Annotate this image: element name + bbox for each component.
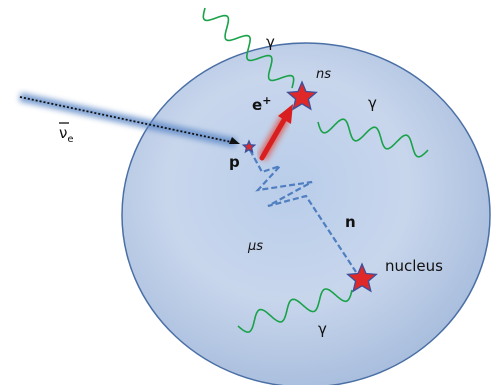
positron-charge: +: [262, 94, 271, 107]
gamma-bottom-label: γ: [318, 320, 327, 338]
nucleus-label: nucleus: [385, 257, 443, 275]
mu-s-label: μs: [247, 239, 263, 254]
antineutrino-flavor: e: [67, 134, 73, 145]
neutron-label: n: [345, 213, 356, 231]
gamma-right-label: γ: [368, 94, 377, 112]
proton-label: p: [229, 153, 240, 171]
positron-symbol: e: [252, 96, 262, 114]
diagram: γ ns e+ γ νe p n μs nucleus γ: [0, 0, 493, 385]
antineutrino-symbol: ν: [59, 124, 67, 142]
ns-label: ns: [316, 67, 331, 82]
gamma-top-label: γ: [266, 33, 275, 51]
antineutrino-label: νe: [59, 124, 74, 145]
